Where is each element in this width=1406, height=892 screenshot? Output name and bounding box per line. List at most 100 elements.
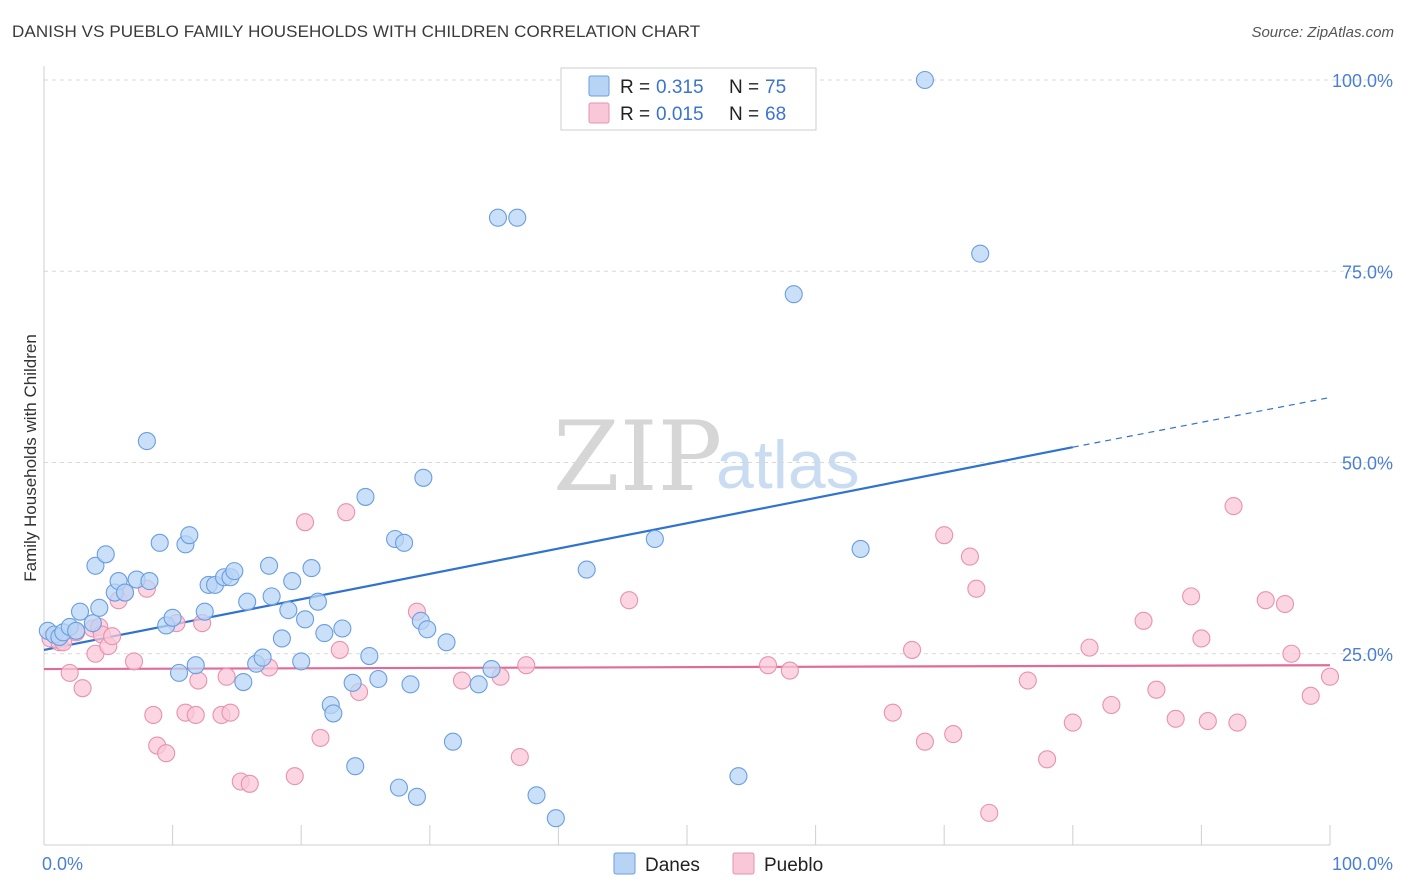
pueblo-point-61 xyxy=(1192,629,1211,648)
pueblo-point-63 xyxy=(1224,497,1243,516)
pueblo-point-14 xyxy=(124,652,144,671)
legend-danes-r-label: R = xyxy=(620,77,650,98)
danes-point-50 xyxy=(360,646,379,666)
danes-point-24 xyxy=(195,602,214,621)
pueblo-point-49 xyxy=(960,547,979,566)
danes-point-67 xyxy=(577,560,596,579)
pueblo-point-68 xyxy=(1301,686,1320,705)
danes-point-39 xyxy=(292,652,311,671)
pueblo-point-58 xyxy=(1147,680,1166,699)
chart-title: DANISH VS PUEBLO FAMILY HOUSEHOLDS WITH … xyxy=(12,22,701,41)
pueblo-point-54 xyxy=(1063,713,1082,732)
legend-danes-n-value: 75 xyxy=(765,77,786,98)
legend-pueblo-n-value: 68 xyxy=(765,104,786,125)
pueblo-point-3 xyxy=(60,663,79,682)
danes-point-6 xyxy=(70,602,90,621)
pueblo-point-65 xyxy=(1256,591,1275,610)
pueblo-point-30 xyxy=(285,767,304,786)
pueblo-point-60 xyxy=(1182,587,1201,606)
pueblo-point-28 xyxy=(240,774,259,793)
danes-point-55 xyxy=(401,675,420,694)
danes-trend-line xyxy=(43,446,1074,652)
pueblo-point-47 xyxy=(935,526,954,545)
pueblo-point-25 xyxy=(217,667,236,686)
danes-point-46 xyxy=(333,619,352,638)
legend-pueblo-r-label: R = xyxy=(620,104,650,125)
pueblo-point-55 xyxy=(1080,638,1099,657)
danes-point-49 xyxy=(356,487,375,506)
danes-point-47 xyxy=(343,673,362,692)
pueblo-point-56 xyxy=(1102,695,1121,715)
danes-point-62 xyxy=(482,659,501,679)
pueblo-point-34 xyxy=(337,503,356,522)
pueblo-point-21 xyxy=(186,705,205,725)
danes-trend-extension xyxy=(1072,396,1331,448)
legend-pueblo-r-value: 0.015 xyxy=(656,104,704,125)
legend-pueblo-swatch xyxy=(588,102,610,124)
pueblo-point-67 xyxy=(1282,644,1301,663)
danes-point-45 xyxy=(324,704,343,723)
bottom-legend-danes-label: Danes xyxy=(645,855,700,876)
pueblo-point-39 xyxy=(510,747,529,767)
danes-points xyxy=(38,70,990,828)
danes-point-9 xyxy=(90,598,109,617)
danes-point-36 xyxy=(272,629,291,648)
pueblo-point-41 xyxy=(620,591,639,610)
x-tick-label-0: 0.0% xyxy=(42,854,83,874)
legend-danes-swatch xyxy=(588,75,610,97)
watermark-atlas: atlas xyxy=(716,427,860,503)
danes-point-29 xyxy=(225,562,244,581)
danes-point-64 xyxy=(508,208,527,227)
danes-point-53 xyxy=(389,778,408,797)
danes-point-31 xyxy=(238,592,257,611)
pueblo-point-52 xyxy=(1018,671,1037,690)
danes-point-37 xyxy=(279,601,298,620)
pueblo-point-62 xyxy=(1198,712,1217,731)
danes-point-7 xyxy=(83,614,102,633)
x-tick-label-1: 100.0% xyxy=(1332,854,1393,874)
pueblo-point-26 xyxy=(221,703,240,722)
axes xyxy=(43,66,1331,846)
danes-point-33 xyxy=(253,648,272,667)
pueblo-point-32 xyxy=(311,728,330,747)
legend-danes-n-label: N = xyxy=(729,77,759,98)
pueblo-point-42 xyxy=(758,656,778,675)
bottom-legend-danes-swatch xyxy=(613,852,636,875)
danes-point-35 xyxy=(262,587,281,606)
pueblo-trend-line xyxy=(43,664,1331,671)
gridlines xyxy=(44,79,1395,655)
danes-point-56 xyxy=(407,787,426,806)
danes-point-65 xyxy=(527,786,546,805)
pueblo-point-22 xyxy=(189,671,208,690)
pueblo-point-40 xyxy=(517,656,536,675)
danes-point-23 xyxy=(186,656,205,675)
danes-point-74 xyxy=(414,468,433,487)
danes-point-13 xyxy=(115,583,135,602)
y-tick-label-3: 100.0% xyxy=(1332,71,1393,91)
danes-point-72 xyxy=(915,70,934,90)
pueblo-point-43 xyxy=(780,661,799,680)
danes-point-34 xyxy=(259,556,279,575)
danes-point-16 xyxy=(137,432,156,451)
danes-point-69 xyxy=(729,767,748,786)
watermark-zip: ZIP xyxy=(553,401,722,513)
source-label: Source: ZipAtlas.com xyxy=(1251,24,1394,41)
pueblo-points xyxy=(41,497,1340,822)
danes-point-66 xyxy=(546,809,565,828)
danes-point-17 xyxy=(150,533,169,552)
pueblo-point-18 xyxy=(157,744,176,763)
legend-danes-r-value: 0.315 xyxy=(656,77,704,98)
pueblo-point-66 xyxy=(1275,594,1295,614)
pueblo-point-44 xyxy=(883,703,902,722)
danes-point-30 xyxy=(234,673,253,692)
pueblo-point-16 xyxy=(144,705,163,725)
y-tick-label-0: 25.0% xyxy=(1342,645,1393,665)
y-tick-label-1: 50.0% xyxy=(1342,454,1393,474)
danes-point-19 xyxy=(163,608,182,627)
danes-point-58 xyxy=(418,620,437,639)
danes-point-20 xyxy=(169,663,189,682)
y-tick-label-2: 75.0% xyxy=(1342,262,1393,282)
pueblo-point-53 xyxy=(1038,750,1057,769)
danes-point-15 xyxy=(140,572,159,591)
